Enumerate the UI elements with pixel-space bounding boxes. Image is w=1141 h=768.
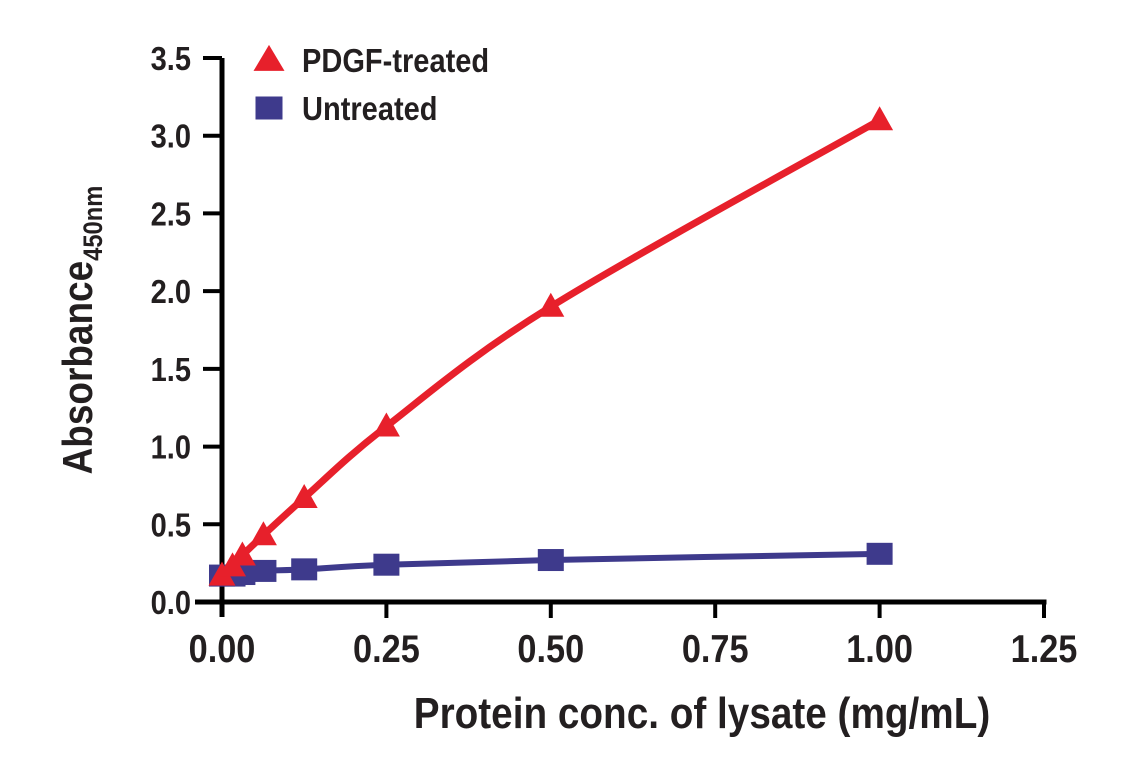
legend-item-untreated: Untreated [255, 90, 438, 127]
data-point-square-untreated [291, 558, 318, 581]
y-tick-label: 3.0 [151, 118, 191, 155]
data-point-triangle-pdgf-treated [290, 483, 318, 508]
legend-triangle-icon [253, 44, 285, 71]
y-tick-label: 1.0 [151, 429, 191, 466]
data-point-square-untreated [250, 559, 277, 582]
legend-label: Untreated [302, 90, 438, 127]
data-point-square-untreated [537, 549, 564, 572]
y-tick-label: 0.5 [151, 507, 191, 544]
series-untreated [209, 542, 893, 587]
x-tick-label: 0.25 [353, 627, 420, 671]
data-point-triangle-pdgf-treated [228, 541, 256, 566]
data-point-square-untreated [866, 542, 893, 565]
x-tick-label: 0.75 [682, 627, 749, 671]
data-point-triangle-pdgf-treated [866, 106, 894, 131]
x-tick-label: 0.50 [517, 627, 584, 671]
x-axis-title: Protein conc. of lysate (mg/mL) [414, 688, 991, 738]
data-point-square-untreated [373, 553, 400, 576]
data-point-triangle-pdgf-treated [537, 292, 565, 317]
y-tick-label: 1.5 [151, 351, 191, 388]
axes: 0.0 0.5 1.0 1.5 2.0 2.5 3.0 3.5 0.00 0.25 0.50 0.75… [151, 40, 1078, 670]
x-tick-label: 1.25 [1011, 627, 1078, 671]
y-tick-label: 3.5 [151, 40, 191, 77]
x-tick-label: 1.00 [846, 627, 913, 671]
y-axis-title: Absorbance450nm [55, 186, 109, 475]
legend-square-icon [255, 96, 283, 120]
legend-item-pdgf-treated: PDGF-treated [253, 42, 489, 79]
y-tick-label: 0.0 [151, 584, 191, 621]
series-line-pdgf-treated [218, 116, 884, 580]
legend: PDGF-treated Untreated [253, 42, 489, 127]
series-pdgf-treated [208, 106, 894, 586]
data-point-triangle-pdgf-treated [372, 412, 400, 437]
data-point-triangle-pdgf-treated [249, 521, 277, 546]
legend-label: PDGF-treated [302, 42, 489, 79]
y-tick-label: 2.0 [151, 273, 191, 310]
x-tick-label: 0.00 [189, 627, 256, 671]
y-tick-label: 2.5 [151, 196, 191, 233]
